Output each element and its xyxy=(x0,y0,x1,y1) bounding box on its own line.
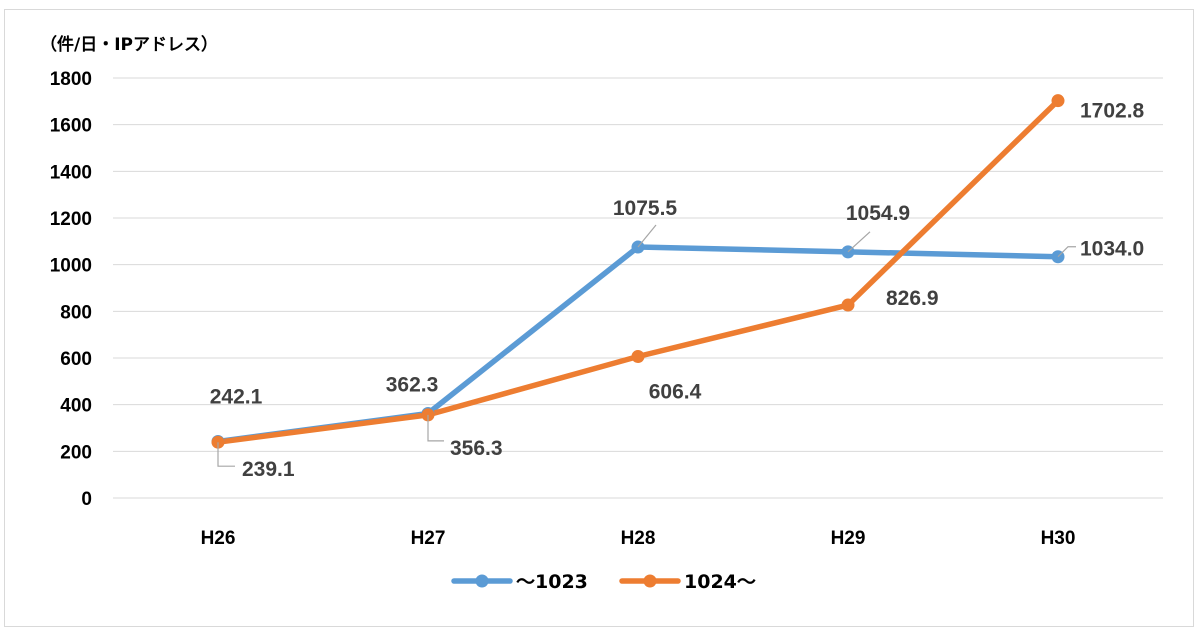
label-leader-line xyxy=(1057,246,1076,258)
data-label: 1034.0 xyxy=(1080,238,1144,261)
y-tick-label: 400 xyxy=(60,396,92,417)
data-label: 1702.8 xyxy=(1080,100,1145,123)
y-tick-label: 1000 xyxy=(50,256,92,277)
y-tick-label: 1800 xyxy=(50,69,92,90)
data-point xyxy=(1051,94,1065,108)
x-tick-label: H28 xyxy=(621,528,656,549)
legend-label: ～1023 xyxy=(516,571,588,593)
legend: ～1023 1024～ xyxy=(451,571,756,593)
label-leaders xyxy=(217,224,1076,467)
data-label: 606.4 xyxy=(649,381,702,404)
data-point xyxy=(841,298,855,312)
x-tick-label: H30 xyxy=(1041,528,1076,549)
data-label: 356.3 xyxy=(450,437,503,460)
series-layer xyxy=(211,94,1065,449)
y-axis-ticks: 0 200 400 600 800 1000 1200 1400 1600 1800 xyxy=(50,69,92,510)
data-point xyxy=(631,350,645,364)
legend-label: 1024～ xyxy=(684,571,756,593)
label-leader-line xyxy=(217,442,235,467)
data-label: 239.1 xyxy=(242,458,295,481)
y-tick-label: 0 xyxy=(81,489,92,510)
grid-lines xyxy=(113,77,1163,499)
data-labels: 242.1 362.3 1075.5 1054.9 1034.0 239.1 356.3 60… xyxy=(210,100,1145,482)
x-tick-label: H26 xyxy=(201,528,236,549)
data-label: 362.3 xyxy=(386,373,439,396)
label-leader-line xyxy=(637,224,657,248)
y-tick-label: 800 xyxy=(60,302,92,323)
y-tick-label: 200 xyxy=(60,442,92,463)
legend-swatch-marker xyxy=(475,574,489,588)
y-tick-label: 1600 xyxy=(50,116,92,137)
x-tick-label: H29 xyxy=(831,528,866,549)
y-tick-label: 1400 xyxy=(50,162,92,183)
y-tick-label: 1200 xyxy=(50,209,92,230)
y-tick-label: 600 xyxy=(60,349,92,370)
data-label: 826.9 xyxy=(886,287,939,310)
x-tick-label: H27 xyxy=(411,528,446,549)
data-label: 1075.5 xyxy=(613,197,678,220)
series-line-1 xyxy=(215,97,1061,445)
data-label: 1054.9 xyxy=(846,202,910,225)
x-axis-ticks: H26 H27 H28 H29 H30 xyxy=(201,528,1076,549)
chart-frame xyxy=(4,9,1194,627)
legend-swatch-marker xyxy=(643,574,657,588)
series-line-0 xyxy=(215,244,1061,445)
y-axis-unit-label: （件/日・IPアドレス） xyxy=(40,34,218,55)
label-leader-line xyxy=(427,414,444,442)
label-leader-line xyxy=(847,231,871,253)
data-label: 242.1 xyxy=(210,386,263,409)
